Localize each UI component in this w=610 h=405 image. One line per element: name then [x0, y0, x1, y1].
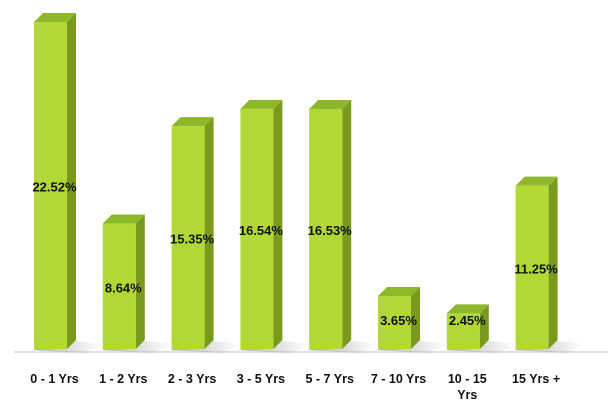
bar-front-face: [309, 108, 343, 349]
value-label: 16.53%: [308, 223, 353, 238]
category-label: 1 - 2 Yrs: [99, 372, 147, 386]
bar-top-face: [378, 287, 420, 297]
bar-side-face: [479, 304, 489, 349]
bar-top-face: [171, 117, 214, 127]
value-label: 2.45%: [449, 313, 486, 328]
bar: [378, 287, 420, 349]
value-label: 3.65%: [380, 313, 417, 328]
category-label: 7 - 10 Yrs: [371, 372, 426, 386]
bars-layer: [34, 13, 558, 350]
value-label: 15.35%: [170, 232, 215, 247]
bar-side-face: [273, 99, 283, 349]
value-label: 11.25%: [514, 261, 558, 276]
bar: [446, 304, 489, 349]
bar-front-face: [102, 223, 136, 349]
bar-front-face: [171, 126, 205, 350]
bar-top-face: [309, 99, 352, 109]
category-label: 10 - 15 Yrs: [448, 372, 487, 402]
bar-side-face: [135, 214, 145, 349]
value-label: 8.64%: [105, 280, 142, 295]
bar-side-face: [411, 287, 420, 349]
bar-front-face: [515, 185, 549, 349]
bar: [34, 13, 76, 349]
bar-top-face: [446, 304, 489, 314]
bar: [240, 99, 283, 349]
bar: [309, 99, 352, 349]
bar-top-face: [102, 214, 145, 224]
category-labels-layer: 0 - 1 Yrs 1 - 2 Yrs 2 - 3 Yrs 3 - 5 Yrs 5 - …: [30, 372, 560, 402]
value-labels-layer: 22.52% 8.64% 15.35% 16.54% 16.53% 3.65% 2.45% 1…: [32, 180, 558, 329]
bar-top-face: [240, 99, 283, 109]
category-label: 15 Yrs +: [512, 372, 560, 386]
category-label: 3 - 5 Yrs: [237, 372, 285, 386]
bar-side-face: [67, 13, 76, 349]
value-label: 16.54%: [239, 223, 284, 238]
bar-top-face: [34, 13, 76, 22]
category-label: 0 - 1 Yrs: [30, 372, 78, 386]
bar-side-face: [342, 99, 352, 349]
category-label: 5 - 7 Yrs: [305, 372, 353, 386]
bar: [171, 117, 214, 350]
bar-side-face: [548, 176, 558, 349]
value-label: 22.52%: [32, 180, 77, 195]
bar: [515, 176, 558, 349]
bar-front-face: [34, 22, 67, 349]
bar-front-face: [240, 108, 274, 349]
bar: [102, 214, 145, 349]
bar-side-face: [204, 117, 214, 350]
bar-front-face: [378, 296, 411, 349]
bar-top-face: [515, 176, 558, 186]
category-label: 2 - 3 Yrs: [168, 372, 216, 386]
bar-front-face: [446, 313, 480, 349]
